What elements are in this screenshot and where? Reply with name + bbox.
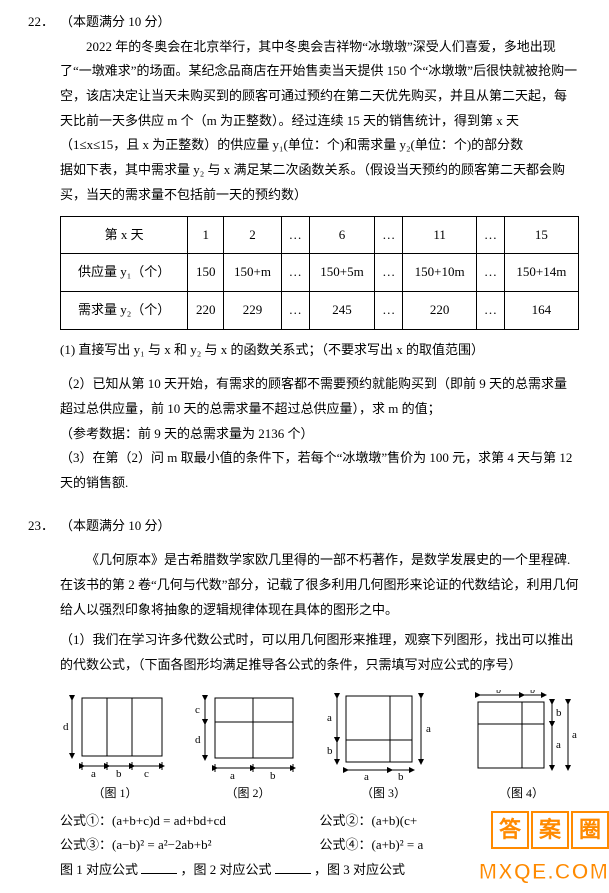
blank-2[interactable] <box>275 860 311 874</box>
q22-para2: 据如下表，其中需求量 y₂ 与 x 满足某二次函数关系。（假设当天预约的顾客第二… <box>60 158 579 207</box>
page: 22． （本题满分 10 分） 2022 年的冬奥会在北京举行，其中冬奥会吉祥物… <box>0 0 609 893</box>
formula-1: 公式①：(a+b+c)d = ad+bd+cd <box>60 809 320 834</box>
svg-text:b: b <box>327 745 333 757</box>
th-y1: 供应量 y₁（个） <box>61 254 188 292</box>
svg-text:b: b <box>496 690 501 696</box>
table-row: 第 x 天 1 2 … 6 … 11 … 15 <box>61 216 579 254</box>
formula-2: 公式②：(a+b)(c+ <box>320 809 580 834</box>
svg-text:a: a <box>364 771 369 780</box>
q23-number: 23． <box>28 514 54 539</box>
question-23: 23． （本题满分 10 分） 《几何原本》是古希腊数学家欧几里得的一部不朽著作… <box>60 514 579 883</box>
formula-4: 公式④：(a+b)² = a <box>320 833 580 858</box>
svg-text:a: a <box>230 770 235 780</box>
q23-mapping: 图 1 对应公式 ，图 2 对应公式 ，图 3 对应公式 <box>60 858 579 883</box>
svg-text:d: d <box>195 734 201 746</box>
svg-text:a: a <box>556 739 561 751</box>
figure-3: a b a b a （图 3） <box>326 690 441 805</box>
th-x: 第 x 天 <box>61 216 188 254</box>
q22-sub2: （2）已知从第 10 天开始，有需求的顾客都不需要预约就能购买到（即前 9 天的… <box>60 372 579 421</box>
q22-para1: 2022 年的冬奥会在北京举行，其中冬奥会吉祥物“冰墩墩”深受人们喜爱，多地出现… <box>60 35 579 158</box>
fig4-caption: （图 4） <box>464 782 579 805</box>
fig1-d: d <box>63 721 69 733</box>
figure-1: d a b c （图 1） <box>60 690 170 805</box>
fig2-svg: c d a b <box>193 690 303 780</box>
q23-figures: d a b c （图 1） <box>60 690 579 805</box>
svg-text:b: b <box>398 771 404 780</box>
svg-text:a: a <box>572 729 577 741</box>
q23-para1: 《几何原本》是古希腊数学家欧几里得的一部不朽著作，是数学发展史的一个里程碑. 在… <box>60 548 579 622</box>
q23-sub1: （1）我们在学习许多代数公式时，可以用几何图形来推理，观察下列图形，找出可以推出… <box>60 628 579 677</box>
th-y2: 需求量 y₂（个） <box>61 291 188 329</box>
q23-score: （本题满分 10 分） <box>60 518 171 533</box>
fig3-svg: a b a b a <box>326 690 441 780</box>
q22-score: （本题满分 10 分） <box>60 14 171 29</box>
fig1-svg: d a b c <box>60 690 170 780</box>
q22-table: 第 x 天 1 2 … 6 … 11 … 15 供应量 y₁（个） 150 15… <box>60 216 579 330</box>
svg-text:b: b <box>556 707 562 719</box>
fig1-caption: （图 1） <box>60 782 170 805</box>
q23-formulas: 公式①：(a+b+c)d = ad+bd+cd 公式②：(a+b)(c+ 公式③… <box>60 809 579 883</box>
formula-3: 公式③：(a−b)² = a²−2ab+b² <box>60 833 320 858</box>
svg-text:a: a <box>426 723 431 735</box>
question-22: 22． （本题满分 10 分） 2022 年的冬奥会在北京举行，其中冬奥会吉祥物… <box>60 10 579 496</box>
fig3-caption: （图 3） <box>326 782 441 805</box>
svg-text:b: b <box>270 770 276 780</box>
blank-1[interactable] <box>141 860 177 874</box>
figure-4: b b b a a （图 4） <box>464 690 579 805</box>
table-row: 需求量 y₂（个） 220 229 … 245 … 220 … 164 <box>61 291 579 329</box>
svg-text:a: a <box>327 712 332 724</box>
q22-number: 22． <box>28 10 54 35</box>
figure-2: c d a b （图 2） <box>193 690 303 805</box>
q22-sub1: (1) 直接写出 y₁ 与 x 和 y₂ 与 x 的函数关系式；（不要求写出 x… <box>60 338 579 363</box>
svg-text:c: c <box>195 704 200 716</box>
table-row: 供应量 y₁（个） 150 150+m … 150+5m … 150+10m …… <box>61 254 579 292</box>
fig2-caption: （图 2） <box>193 782 303 805</box>
q22-sub3: （3）在第（2）问 m 取最小值的条件下，若每个“冰墩墩”售价为 100 元，求… <box>60 446 579 495</box>
svg-text:b: b <box>530 690 535 696</box>
fig4-svg: b b b a a <box>464 690 579 780</box>
q22-sub2-ref: （参考数据：前 9 天的总需求量为 2136 个） <box>60 422 579 447</box>
